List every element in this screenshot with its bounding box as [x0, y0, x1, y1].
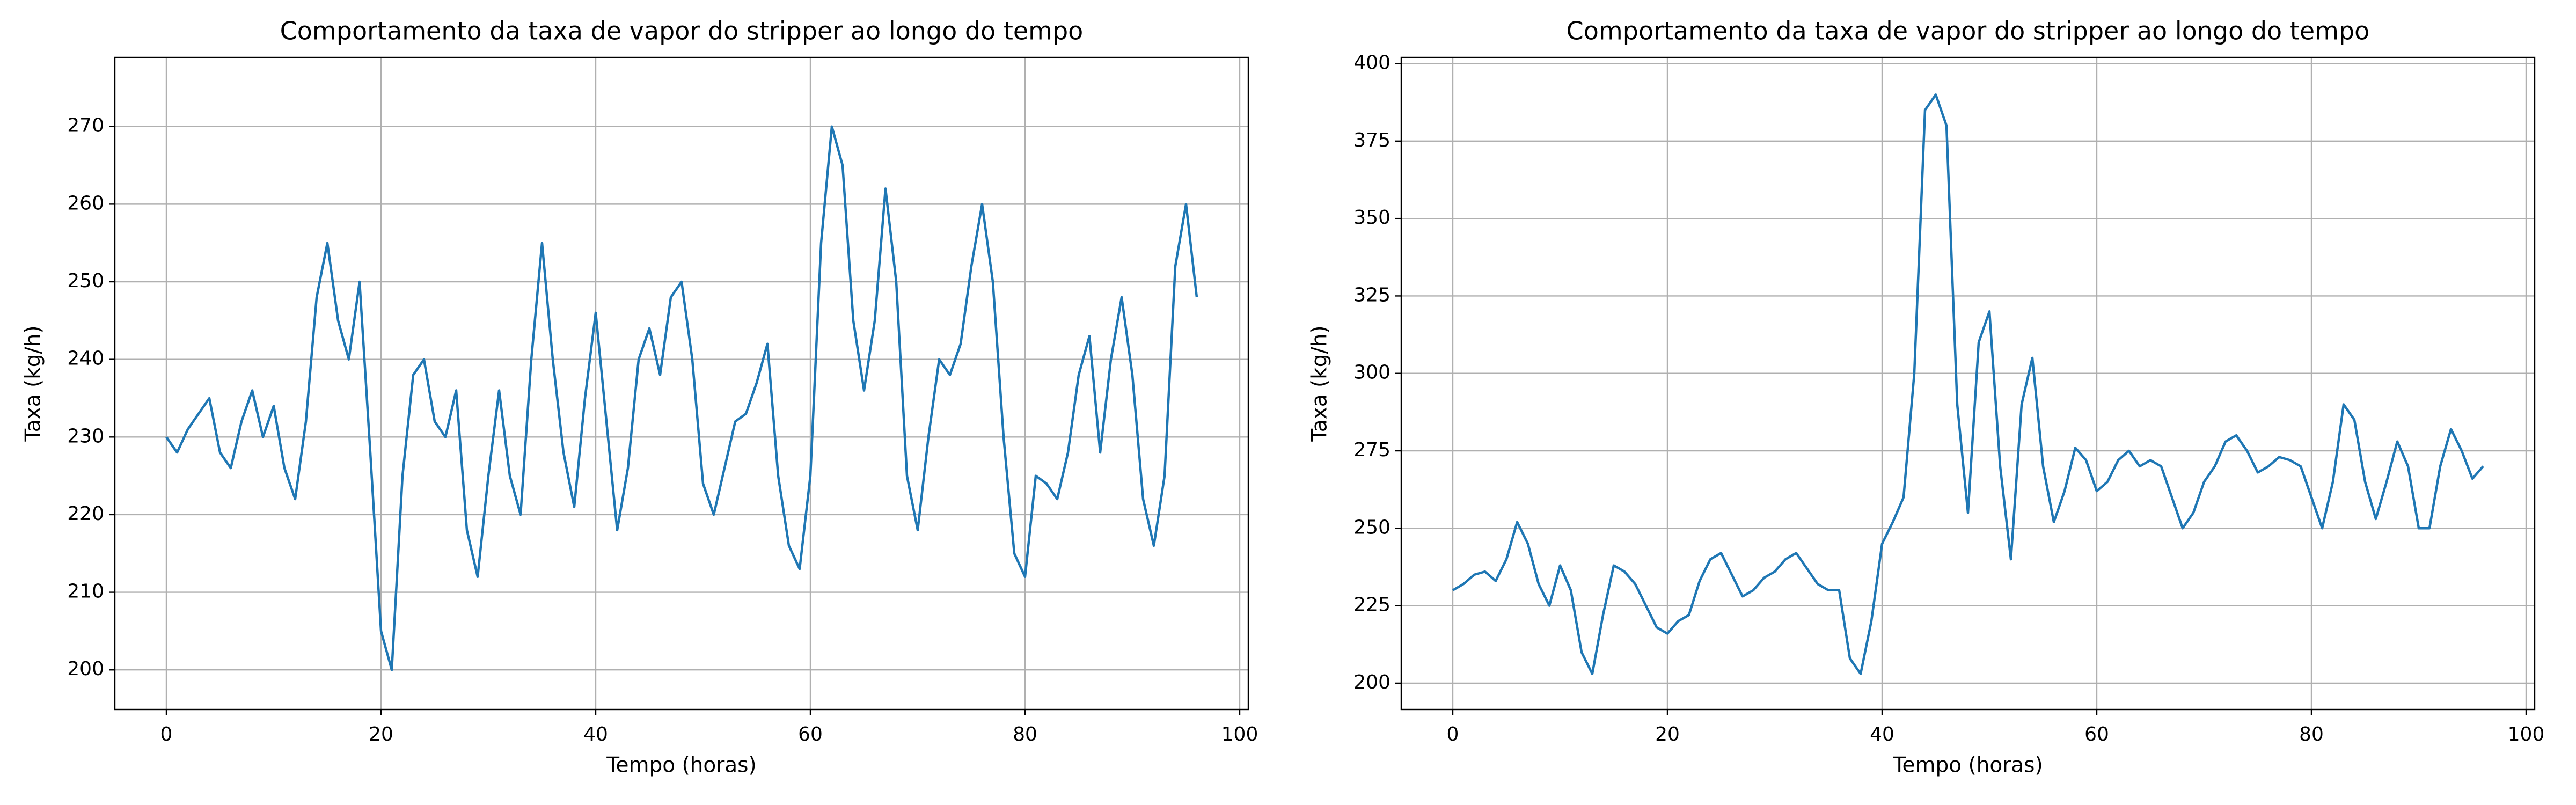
x-tick-label: 60	[798, 723, 823, 745]
x-tick-label: 80	[2299, 723, 2324, 745]
y-tick-label: 250	[67, 270, 104, 292]
x-axis-label: Tempo (horas)	[1892, 753, 2043, 778]
y-tick-label: 220	[67, 503, 104, 525]
y-tick-label: 230	[67, 425, 104, 447]
chart-title: Comportamento da taxa de vapor do stripp…	[280, 17, 1084, 46]
x-tick-label: 20	[1655, 723, 1680, 745]
y-tick-label: 325	[1353, 284, 1391, 306]
x-tick-label: 40	[1870, 723, 1894, 745]
y-axis-label: Taxa (kg/h)	[21, 325, 46, 442]
data-line	[165, 125, 1198, 671]
y-tick-label: 300	[1353, 362, 1391, 384]
axes-frame	[1400, 56, 2536, 711]
axes-frame	[114, 56, 1249, 711]
x-tick-label: 40	[583, 723, 608, 745]
y-tick-label: 270	[67, 115, 104, 137]
x-tick-label: 20	[369, 723, 393, 745]
y-tick-label: 200	[1353, 671, 1391, 693]
data-line	[1452, 93, 2484, 675]
x-tick-label: 100	[2508, 723, 2545, 745]
chart-title: Comportamento da taxa de vapor do stripp…	[1567, 17, 2370, 46]
y-axis-label: Taxa (kg/h)	[1308, 325, 1332, 442]
y-tick-label: 200	[67, 658, 104, 680]
y-tick-label: 260	[67, 192, 104, 214]
x-tick-label: 80	[1013, 723, 1037, 745]
y-tick-label: 400	[1353, 52, 1391, 74]
y-tick-label: 275	[1353, 439, 1391, 461]
y-tick-label: 250	[1353, 516, 1391, 538]
y-tick-label: 240	[67, 348, 104, 370]
x-tick-label: 0	[160, 723, 173, 745]
x-tick-label: 0	[1447, 723, 1459, 745]
y-tick-label: 350	[1353, 207, 1391, 229]
y-tick-label: 225	[1353, 594, 1391, 616]
x-tick-label: 100	[1221, 723, 1258, 745]
y-tick-label: 210	[67, 581, 104, 603]
x-axis-label: Tempo (horas)	[606, 753, 756, 778]
x-tick-label: 60	[2084, 723, 2109, 745]
y-tick-label: 375	[1353, 129, 1391, 151]
